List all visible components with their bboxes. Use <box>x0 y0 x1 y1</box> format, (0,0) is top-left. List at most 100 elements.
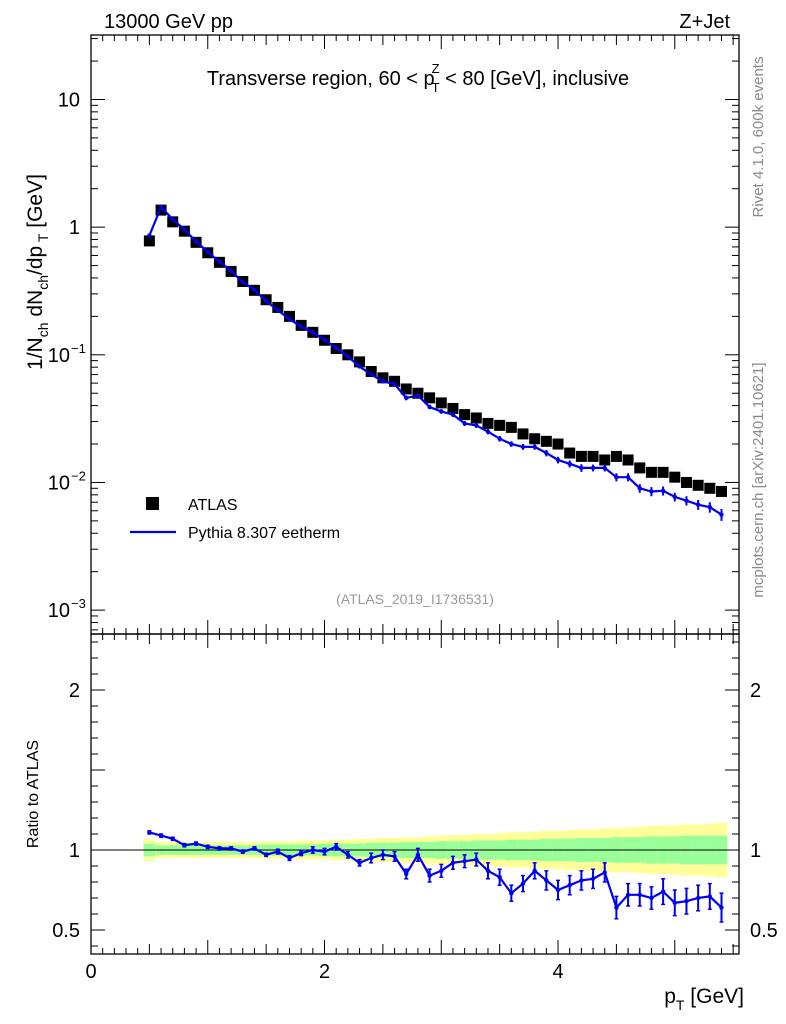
pythia-point <box>369 372 374 377</box>
pythia-point <box>392 381 397 387</box>
main-title-sup: Z <box>432 61 440 76</box>
ratio-point <box>544 878 549 883</box>
ratio-y-tick-label-right: 2 <box>750 680 761 702</box>
ratio-point <box>602 870 607 875</box>
atlas-data-point <box>634 462 646 474</box>
pythia-point <box>357 364 362 369</box>
atlas-data-point <box>459 409 471 421</box>
atlas-data-point <box>587 450 599 462</box>
atlas-data-point <box>143 235 155 247</box>
atlas-data-point <box>354 356 366 368</box>
ratio-point <box>287 855 292 861</box>
y-tick-label: 10 <box>58 89 80 111</box>
header-left-label: 13000 GeV pp <box>104 11 233 33</box>
ratio-point <box>450 860 456 865</box>
ratio-point <box>614 905 619 910</box>
pythia-point <box>509 441 514 447</box>
ratio-point <box>579 878 584 883</box>
ratio-point <box>252 846 257 851</box>
ratio-axis-ticks <box>90 634 739 954</box>
pythia-point <box>555 457 561 463</box>
pythia-point <box>660 488 666 494</box>
y-tick-label-exponent: −3 <box>71 596 86 611</box>
pythia-point <box>240 280 245 285</box>
ratio-point <box>649 895 654 901</box>
pythia-point <box>158 204 164 210</box>
atlas-data-point <box>389 375 401 387</box>
main-title: Transverse region, 60 < pTZ < 80 [GeV], … <box>207 61 629 95</box>
y-tick-label-exponent: −2 <box>71 468 86 483</box>
x-tick-label: 4 <box>552 961 563 983</box>
atlas-data-point <box>365 365 377 377</box>
pythia-point <box>462 421 467 426</box>
atlas-data-point <box>575 450 587 462</box>
ratio-x-axis-label: pT [GeV] <box>664 985 744 1013</box>
atlas-data-point <box>377 372 389 384</box>
ratio-point <box>707 894 713 899</box>
pythia-point <box>695 502 701 507</box>
pythia-point <box>637 486 642 491</box>
ratio-point <box>520 881 526 886</box>
ratio-y-tick-label-right: 0.5 <box>750 920 778 942</box>
pythia-point <box>415 393 421 398</box>
pythia-point <box>380 379 386 384</box>
pythia-point <box>345 354 351 359</box>
ratio-point <box>509 891 514 896</box>
ratio-point <box>193 841 199 846</box>
pythia-point <box>275 307 281 313</box>
pythia-point <box>404 395 409 401</box>
ratio-point <box>427 873 432 878</box>
atlas-data-point <box>540 435 552 447</box>
ratio-y-axis-label: Ratio to ATLAS <box>25 740 42 848</box>
atlas-data-point <box>447 402 459 414</box>
pythia-point <box>217 259 222 265</box>
pythia-point <box>532 444 537 450</box>
atlas-data-point <box>610 450 622 462</box>
atlas-data-point <box>704 482 716 494</box>
ratio-y-tick-label-right: 1 <box>750 840 761 862</box>
pythia-point <box>263 298 269 304</box>
ratio-point <box>567 883 572 888</box>
pythia-point <box>520 444 526 450</box>
pythia-point <box>322 337 327 343</box>
ratio-tick-labels: 0.5 0.5 1 1 2 2 0 2 4 <box>52 680 778 983</box>
pythia-point <box>614 474 619 480</box>
x-label-post: [GeV] <box>684 985 744 1008</box>
atlas-data-point <box>622 454 634 466</box>
ratio-point <box>637 892 642 897</box>
ratio-point <box>392 854 397 859</box>
ratio-point <box>684 899 689 904</box>
ratio-point <box>263 852 269 857</box>
ratio-point <box>415 852 421 857</box>
atlas-data-point <box>155 204 167 216</box>
pythia-point <box>684 498 689 503</box>
pythia-point <box>147 233 152 238</box>
ratio-point <box>369 855 374 861</box>
x-tick-label: 0 <box>85 961 96 983</box>
pythia-point <box>298 324 304 329</box>
main-title-sub: T <box>432 80 440 95</box>
atlas-data-point <box>167 216 179 228</box>
ratio-point <box>485 868 491 873</box>
y-tick-label: 10 <box>48 345 70 367</box>
pythia-point <box>439 409 444 414</box>
ratio-point <box>310 847 316 853</box>
atlas-data-point <box>692 479 704 491</box>
atlas-data-point <box>517 428 529 440</box>
ratio-point <box>462 859 467 864</box>
mcplots-label: mcplots.cern.ch [arXiv:2401.10621] <box>750 362 767 597</box>
ratio-point <box>333 844 339 849</box>
y-tick-label: 10 <box>48 600 70 622</box>
y-tick-label-exponent: −1 <box>71 341 86 356</box>
ratio-point <box>555 887 561 893</box>
ratio-point <box>660 889 666 894</box>
atlas-data-point <box>715 485 727 497</box>
ratio-y-tick-label-left: 1 <box>69 840 80 862</box>
ratio-point <box>240 849 245 854</box>
ratio-point <box>158 833 164 838</box>
atlas-data-point <box>599 454 611 466</box>
ratio-point <box>474 857 479 862</box>
ratio-point <box>404 871 409 877</box>
